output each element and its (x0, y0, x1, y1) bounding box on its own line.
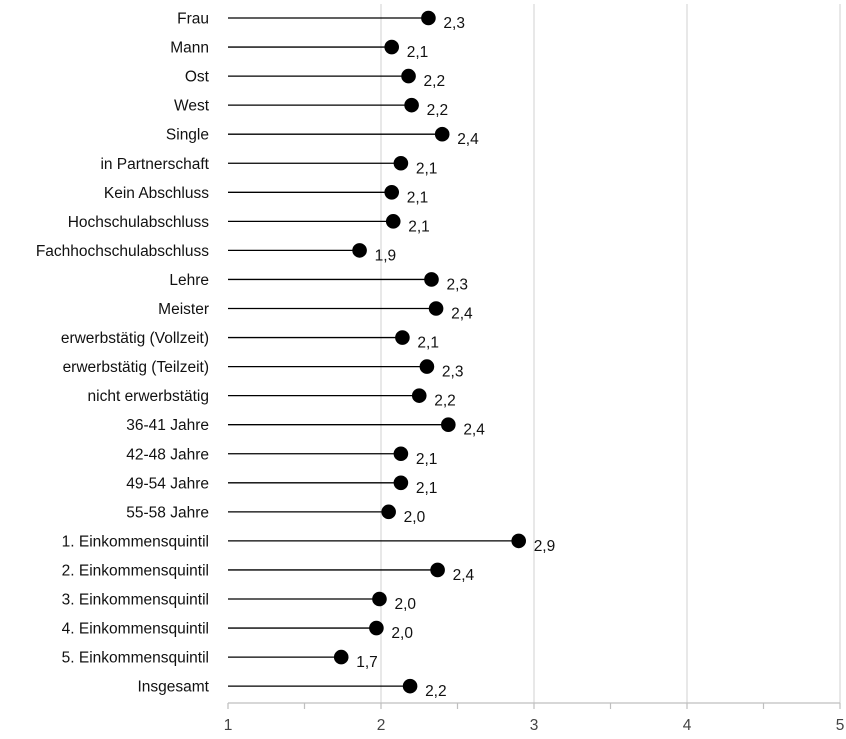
value-label: 2,4 (453, 567, 475, 584)
lollipop-marker (419, 359, 435, 374)
lollipop-marker (441, 417, 456, 433)
lollipop-marker (393, 155, 409, 171)
lollipop-marker (421, 10, 436, 26)
category-label: Lehre (169, 272, 209, 289)
value-label: 2,1 (407, 189, 429, 206)
lollipop-marker (352, 243, 367, 258)
x-tick-label: 2 (377, 717, 386, 734)
category-label: Meister (158, 301, 209, 318)
category-label: 49-54 Jahre (126, 475, 209, 492)
value-label: 2,1 (416, 451, 438, 468)
x-tick-label: 3 (530, 717, 539, 734)
category-label: erwerbstätig (Teilzeit) (63, 359, 209, 376)
lollipop-marker (430, 562, 445, 578)
value-label: 2,3 (446, 276, 468, 293)
category-label: Hochschulabschluss (68, 214, 210, 231)
value-label: 2,2 (425, 683, 447, 700)
lollipop-marker (424, 272, 439, 287)
lollipop-marker (402, 678, 418, 694)
lollipop-marker (434, 126, 450, 142)
lollipop-marker (395, 330, 410, 345)
category-label: 1. Einkommensquintil (62, 533, 209, 550)
lollipop-marker (411, 388, 427, 403)
value-label: 2,2 (434, 393, 456, 410)
category-label: 2. Einkommensquintil (62, 562, 209, 579)
value-label: 2,2 (424, 73, 446, 90)
value-label: 2,0 (404, 509, 426, 526)
category-label: 5. Einkommensquintil (62, 650, 209, 667)
x-tick-label: 4 (683, 717, 692, 734)
lollipop-marker (384, 185, 400, 200)
value-label: 2,1 (417, 335, 439, 352)
category-label: Mann (170, 40, 209, 57)
category-label: Kein Abschluss (104, 185, 209, 202)
lollipop-marker (372, 591, 387, 607)
category-label: 3. Einkommensquintil (62, 592, 209, 609)
category-label: nicht erwerbstätig (88, 388, 209, 405)
category-label: Ost (185, 69, 210, 86)
value-label: 2,1 (416, 480, 438, 497)
value-label: 2,4 (463, 422, 485, 439)
lollipop-marker (384, 39, 400, 55)
value-label: 2,1 (416, 160, 438, 177)
value-label: 1,7 (356, 654, 378, 671)
category-label: 42-48 Jahre (126, 446, 209, 463)
lollipop-marker (404, 97, 419, 113)
lollipop-marker (381, 504, 396, 520)
value-label: 2,3 (442, 364, 464, 381)
category-label: 36-41 Jahre (126, 417, 209, 434)
value-label: 2,1 (408, 218, 430, 235)
lollipop-marker (385, 214, 401, 229)
lollipop-marker (428, 301, 444, 316)
value-label: 2,1 (407, 44, 429, 61)
value-label: 1,9 (375, 247, 397, 264)
category-label: 55-58 Jahre (126, 504, 209, 521)
value-label: 2,0 (394, 596, 416, 613)
category-label: West (174, 98, 210, 115)
category-label: Frau (177, 11, 209, 28)
lollipop-marker (369, 620, 384, 636)
grid-lines (380, 4, 841, 703)
lollipop-marker (333, 649, 349, 665)
x-tick-label: 1 (224, 717, 233, 734)
value-label: 2,2 (427, 102, 449, 119)
lollipop-marker (393, 475, 409, 491)
category-label: Insgesamt (137, 679, 209, 696)
value-label: 2,4 (451, 306, 473, 323)
lollipop-marker (511, 533, 526, 549)
category-label: in Partnerschaft (100, 156, 209, 173)
chart-marks: Frau 2,3 Mann 2,1 Ost 2,2 West 2,2 Single 2,4 in P… (36, 11, 555, 701)
lollipop-marker (393, 446, 409, 462)
x-tick-label: 5 (836, 717, 845, 734)
value-label: 2,0 (391, 625, 413, 642)
value-label: 2,4 (457, 131, 479, 148)
value-label: 2,3 (443, 15, 465, 32)
category-label: Single (166, 127, 209, 144)
category-label: Fachhochschulabschluss (36, 243, 209, 260)
x-axis: 1 2 3 4 5 (224, 702, 845, 734)
category-label: erwerbstätig (Vollzeit) (61, 330, 209, 347)
lollipop-marker (401, 68, 416, 84)
value-label: 2,9 (534, 538, 556, 555)
category-label: 4. Einkommensquintil (62, 621, 209, 638)
